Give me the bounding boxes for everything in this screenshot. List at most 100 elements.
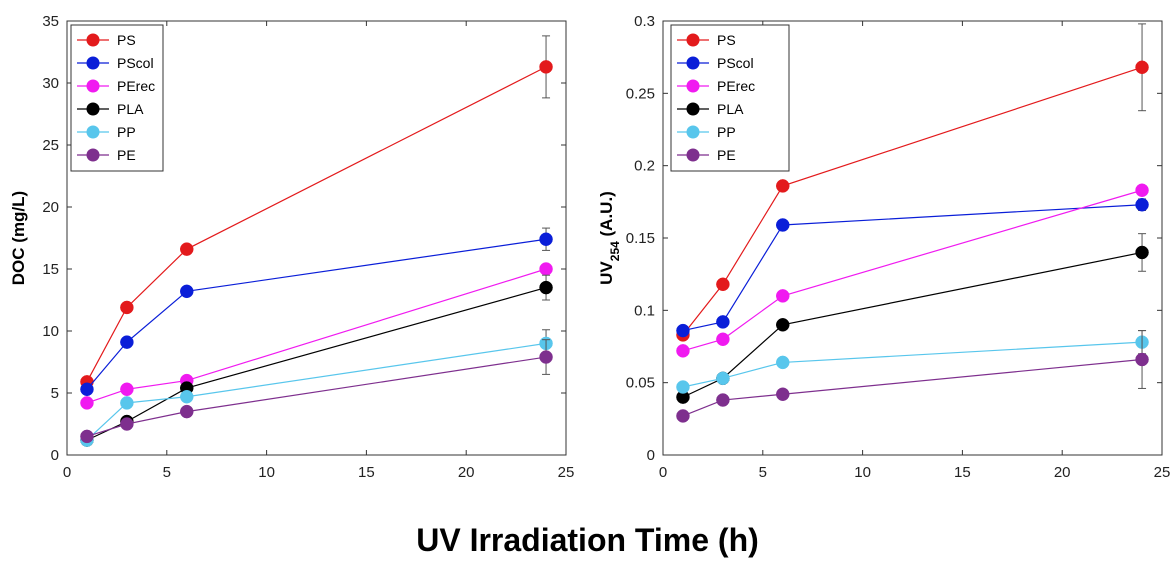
data-point (1135, 60, 1149, 75)
series-line (86, 342, 547, 441)
data-point (716, 371, 730, 386)
series-line (682, 251, 1143, 398)
data-point (1135, 183, 1149, 198)
y-tick-label: 0.2 (634, 158, 655, 175)
chart-uv254: 0 5 10 15 20 25 0 0.05 0.1 0.15 0.2 0.25 0.3 UV254 (A… (597, 13, 1170, 481)
series-pe (676, 330, 1149, 423)
legend-box (70, 24, 164, 172)
y-tick-label: 30 (42, 75, 59, 92)
x-tick-label: 25 (1154, 464, 1171, 481)
series-line (86, 268, 547, 404)
series-line (86, 356, 547, 437)
x-tick-label: 20 (458, 464, 475, 481)
y-axis-label: DOC (mg/L) (9, 191, 28, 285)
legend-swatch-marker (86, 56, 100, 70)
y-tick-label: 25 (42, 137, 59, 154)
data-point (539, 232, 553, 246)
data-point (539, 60, 553, 74)
data-point (1135, 197, 1149, 212)
legend-swatch-marker (86, 148, 100, 162)
x-tick-label: 0 (63, 464, 71, 481)
data-point (776, 387, 790, 401)
series-pscol (676, 197, 1149, 338)
series-line (86, 238, 547, 390)
data-point (80, 396, 94, 410)
series-line (86, 66, 547, 383)
series-line (682, 204, 1143, 332)
legend-swatch-marker (686, 102, 700, 116)
y-tick-label: 35 (42, 13, 59, 30)
legend-label: PLA (117, 101, 144, 117)
y-tick-label: 0 (51, 447, 59, 464)
legend-label: PE (117, 147, 136, 163)
x-tick-label: 25 (558, 464, 575, 481)
legend-label: PScol (117, 55, 154, 71)
data-point (716, 393, 730, 407)
series-line (682, 66, 1143, 336)
data-point (776, 355, 790, 370)
series-perec (676, 183, 1149, 358)
legend-box (670, 24, 790, 172)
legend-swatch-marker (686, 125, 700, 139)
data-point (80, 429, 94, 444)
data-point (676, 409, 690, 423)
legend: PS PScol PErec PLA PP PE (670, 24, 790, 172)
y-tick-label: 20 (42, 199, 59, 216)
series-pe (80, 339, 553, 444)
legend-swatch-marker (86, 79, 100, 93)
y-tick-label: 5 (51, 385, 59, 402)
y-axis-label-unit: (A.U.) (597, 191, 616, 241)
data-point (180, 284, 194, 299)
series-line (682, 341, 1143, 388)
y-tick-label: 10 (42, 323, 59, 340)
data-point (1135, 352, 1149, 367)
data-point (776, 218, 790, 232)
legend-label: PP (717, 124, 736, 140)
data-point (120, 382, 134, 397)
legend-swatch-marker (86, 125, 100, 139)
data-point (716, 315, 730, 329)
data-point (676, 380, 690, 394)
x-tick-label: 15 (358, 464, 375, 481)
legend-label: PP (117, 124, 136, 140)
data-point (120, 417, 134, 431)
x-tick-label: 10 (854, 464, 871, 481)
y-tick-label: 0.15 (626, 230, 655, 247)
data-point (776, 179, 790, 193)
series-line (682, 358, 1143, 417)
legend-swatch-marker (686, 56, 700, 70)
data-point (120, 335, 134, 349)
data-point (539, 262, 553, 276)
data-point (539, 280, 553, 295)
chart-doc: 0 5 10 15 20 25 0 5 10 15 20 25 30 35 DOC (mg/L) PS PSco… (9, 13, 574, 481)
shared-x-axis-label: UV Irradiation Time (h) (416, 522, 759, 558)
data-point (1135, 245, 1149, 260)
legend-swatch-marker (686, 148, 700, 162)
y-tick-label: 0.05 (626, 375, 655, 392)
legend-swatch-marker (86, 33, 100, 47)
y-axis-label-subscript: 254 (608, 241, 622, 261)
data-point (716, 277, 730, 292)
legend-label: PLA (717, 101, 744, 117)
legend-swatch-marker (686, 79, 700, 93)
legend-label: PScol (717, 55, 754, 71)
data-point (539, 350, 553, 364)
legend-label: PS (717, 32, 736, 48)
y-axis-label-main: UV (597, 261, 616, 285)
data-point (120, 300, 134, 315)
legend-label: PE (717, 147, 736, 163)
legend-label: PErec (717, 78, 755, 94)
data-point (180, 389, 194, 404)
legend-label: PS (117, 32, 136, 48)
y-tick-label: 15 (42, 261, 59, 278)
y-axis-label: UV254 (A.U.) (597, 191, 622, 285)
y-tick-label: 0 (647, 447, 655, 464)
x-tick-label: 0 (659, 464, 667, 481)
legend: PS PScol PErec PLA PP PE (70, 24, 164, 172)
series-pscol (80, 227, 553, 397)
series-pp (676, 330, 1149, 394)
x-tick-label: 15 (954, 464, 971, 481)
y-tick-label: 0.25 (626, 85, 655, 102)
data-point (776, 289, 790, 303)
